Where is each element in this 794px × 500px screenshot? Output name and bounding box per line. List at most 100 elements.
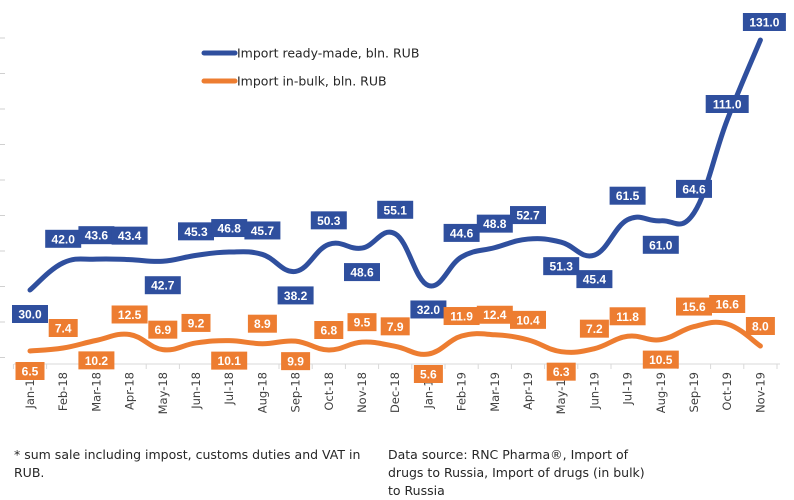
x-tick-label: Jul-19 bbox=[621, 372, 635, 406]
data-label-box bbox=[676, 179, 712, 198]
data-label-text: 8.0 bbox=[752, 320, 769, 334]
data-label: 7.2 bbox=[579, 319, 609, 338]
data-label-text: 16.6 bbox=[716, 298, 740, 312]
data-label: 61.0 bbox=[642, 235, 679, 254]
data-label-box bbox=[510, 206, 546, 225]
data-label: 6.9 bbox=[148, 320, 178, 339]
data-label: 55.1 bbox=[377, 200, 414, 219]
data-label: 45.3 bbox=[178, 222, 214, 241]
data-label: 6.3 bbox=[546, 362, 576, 381]
data-label-text: 111.0 bbox=[713, 98, 742, 112]
data-label-text: 10.5 bbox=[649, 353, 673, 367]
data-label-text: 11.9 bbox=[450, 310, 473, 324]
data-label-box bbox=[281, 352, 311, 371]
x-tick-label: May-18 bbox=[156, 372, 170, 414]
data-label-box bbox=[48, 319, 78, 337]
data-label-box bbox=[377, 200, 414, 219]
data-label-box bbox=[78, 226, 115, 245]
x-tick-label: Sep-18 bbox=[289, 372, 303, 412]
data-label-box bbox=[642, 235, 679, 254]
data-label: 52.7 bbox=[510, 206, 546, 225]
x-tick-label: Oct-18 bbox=[322, 372, 336, 411]
data-label-text: 45.7 bbox=[251, 224, 275, 238]
data-label-text: 9.5 bbox=[354, 316, 371, 330]
data-label-box bbox=[642, 350, 679, 369]
data-label: 6.5 bbox=[15, 362, 45, 380]
data-label-box bbox=[443, 223, 480, 242]
series-lines bbox=[27, 37, 763, 357]
data-label: 46.8 bbox=[211, 219, 248, 238]
data-label-box bbox=[247, 314, 277, 333]
data-label-text: 7.4 bbox=[55, 322, 72, 336]
x-tick-label: Apr-18 bbox=[123, 372, 137, 410]
data-label-text: 42.7 bbox=[151, 279, 175, 293]
data-label-text: 30.0 bbox=[18, 308, 42, 322]
data-label: 50.3 bbox=[310, 211, 347, 230]
x-tick-label: Mar-18 bbox=[89, 372, 103, 412]
x-tick-label: Feb-19 bbox=[455, 372, 469, 411]
data-label-box bbox=[380, 317, 410, 336]
data-label: 30.0 bbox=[12, 305, 48, 323]
footnote: * sum sale including impost, customs dut… bbox=[14, 447, 361, 480]
data-label-box bbox=[543, 257, 580, 276]
data-label: 10.1 bbox=[211, 351, 248, 370]
data-label-box bbox=[476, 214, 513, 233]
x-tick-label: Oct-19 bbox=[720, 372, 734, 411]
data-label-box bbox=[211, 351, 248, 370]
data-label-text: 6.3 bbox=[553, 365, 570, 379]
data-label: 38.2 bbox=[277, 286, 314, 305]
data-label: 8.0 bbox=[745, 317, 775, 335]
data-label-box bbox=[579, 319, 609, 338]
data-label-text: 42.0 bbox=[52, 232, 76, 246]
data-label: 10.2 bbox=[78, 351, 115, 370]
data-label: 44.6 bbox=[443, 223, 480, 242]
data-label-text: 9.9 bbox=[287, 355, 304, 369]
x-tick-label: Jan-18 bbox=[23, 372, 37, 410]
data-label: 12.4 bbox=[476, 305, 513, 324]
data-label: 10.4 bbox=[510, 310, 546, 329]
data-label: 131.0 bbox=[742, 13, 786, 31]
data-label-box bbox=[45, 229, 82, 248]
data-label-text: 61.0 bbox=[649, 238, 673, 252]
x-tick-label: Sep-19 bbox=[687, 372, 701, 412]
data-label-box bbox=[12, 305, 48, 323]
data-label: 7.9 bbox=[380, 317, 410, 336]
data-label-box bbox=[111, 226, 148, 245]
x-tick-label: Jul-18 bbox=[222, 372, 236, 406]
data-label-text: 12.4 bbox=[483, 308, 507, 322]
series-line-ready-made bbox=[27, 37, 763, 293]
data-label-text: 7.2 bbox=[586, 322, 603, 336]
x-tick-label: Aug-18 bbox=[255, 372, 269, 413]
data-label: 11.9 bbox=[443, 307, 480, 326]
data-source: Data source: RNC Pharma®, Import of drug… bbox=[388, 447, 645, 498]
data-label: 51.3 bbox=[543, 257, 580, 276]
data-label: 48.6 bbox=[344, 263, 380, 282]
data-label: 42.0 bbox=[45, 229, 82, 248]
data-labels: 30.0 42.0 43.6 43.4 42.7 45.3 46.8 45.7 38.2 50.3… bbox=[12, 13, 786, 383]
x-tick-label: Mar-19 bbox=[488, 372, 502, 412]
data-label: 10.5 bbox=[642, 350, 679, 369]
data-label-box bbox=[310, 211, 347, 230]
data-label-text: 55.1 bbox=[384, 203, 408, 217]
data-label: 12.5 bbox=[111, 305, 148, 324]
data-label-text: 51.3 bbox=[550, 260, 574, 274]
data-label-text: 6.8 bbox=[320, 324, 337, 338]
data-label-box bbox=[510, 310, 546, 329]
data-label-text: 11.8 bbox=[616, 310, 639, 324]
data-label-text: 46.8 bbox=[218, 222, 242, 236]
data-label-box bbox=[211, 219, 248, 238]
data-label: 11.8 bbox=[609, 307, 646, 326]
data-label-text: 5.6 bbox=[420, 368, 437, 382]
data-label-text: 61.5 bbox=[616, 189, 640, 203]
data-label-text: 131.0 bbox=[749, 16, 779, 30]
data-label-text: 6.5 bbox=[22, 365, 39, 379]
data-label-box bbox=[709, 295, 746, 313]
data-label-box bbox=[443, 307, 480, 326]
data-label-text: 7.9 bbox=[387, 320, 404, 334]
data-label-text: 10.1 bbox=[218, 354, 242, 368]
data-label-text: 44.6 bbox=[450, 226, 474, 240]
data-label-box bbox=[277, 286, 314, 305]
line-chart: Jan-18 Feb-18 Mar-18 Apr-18 May-18 Jun-18 Jul-… bbox=[0, 13, 786, 414]
data-label: 64.6 bbox=[676, 179, 712, 198]
data-label-box bbox=[78, 351, 115, 370]
